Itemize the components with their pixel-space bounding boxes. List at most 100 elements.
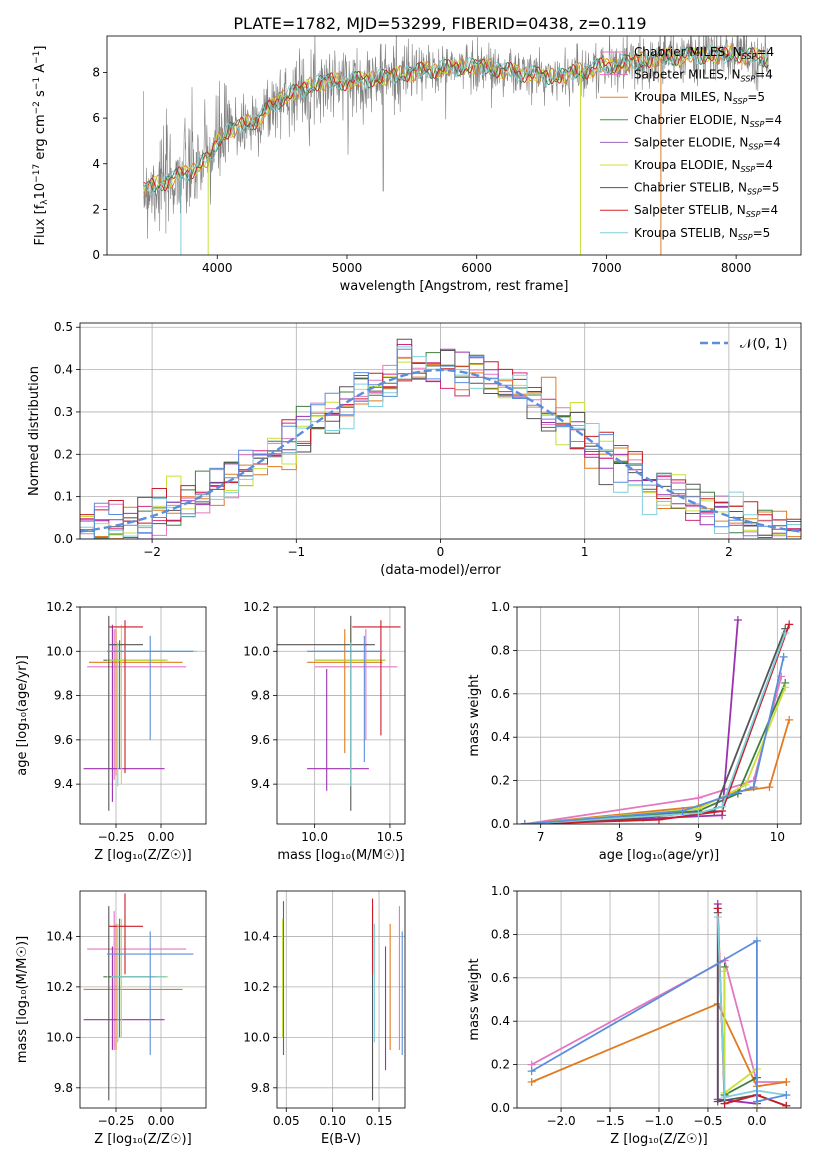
y-tick-label: 10.0: [243, 1030, 270, 1044]
mass-weight-line-salpeter_stelib: [524, 624, 791, 824]
y-tick-label: 0: [92, 248, 100, 262]
y-tick-label: 8: [92, 66, 100, 80]
x-tick-label: 0.00: [148, 830, 175, 844]
y-tick-label: 0.1: [54, 490, 73, 504]
legend-label: 𝒩(0, 1): [740, 337, 787, 352]
plot-area: [277, 615, 401, 811]
x-axis-label: Z [log₁₀(Z/Z☉)]: [94, 1132, 191, 1147]
y-axis-label: mass [log₁₀(M/M☉)]: [15, 936, 30, 1063]
model-spectrum-line-kroupa_elodie: [142, 45, 769, 194]
y-tick-label: 9.8: [54, 689, 73, 703]
x-tick-label: 0.10: [319, 1114, 346, 1128]
y-tick-label: 1.0: [491, 600, 510, 614]
x-tick-label: 2: [725, 545, 733, 559]
y-tick-label: 0.8: [491, 927, 510, 941]
y-tick-label: 10.4: [46, 929, 73, 943]
x-tick-label: −0.5: [693, 1114, 722, 1128]
y-tick-label: 10.2: [243, 980, 270, 994]
model-spectrum-line-salpeter_stelib: [143, 46, 769, 192]
data-point-marker: [741, 780, 750, 789]
data-point-marker: [527, 1067, 536, 1076]
y-tick-label: 0.6: [491, 971, 510, 985]
mass-weight-line-chabrier_elodie: [723, 967, 758, 1108]
data-point-marker: [752, 936, 761, 945]
y-tick-label: 10.0: [46, 644, 73, 658]
y-tick-label: 9.8: [251, 689, 270, 703]
legend-label: Salpeter ELODIE, NSSP=4: [634, 135, 781, 151]
x-tick-label: 0.05: [273, 1114, 300, 1128]
age-vs-mass-panel: 10.0 10.5 9.4 9.6 9.8 10.0 10.2 mass [log₁₀(M/M…: [243, 600, 406, 863]
axes-frame: [79, 890, 207, 1109]
y-tick-label: 0.0: [54, 532, 73, 546]
y-tick-label: 0.3: [54, 405, 73, 419]
axes-frame: [79, 606, 207, 825]
x-tick-label: 0: [437, 545, 445, 559]
y-axis-label: Normed distribution: [27, 366, 42, 496]
y-tick-label: 6: [92, 111, 100, 125]
y-tick-label: 4: [92, 157, 100, 171]
y-axis-label: mass weight: [467, 958, 482, 1040]
x-tick-label: 5000: [332, 261, 363, 275]
spectrum-legend: Chabrier MILES, NSSP=4 Salpeter MILES, NS…: [600, 45, 782, 242]
axes-frame: [276, 890, 406, 1109]
mass-weight-line-kroupa_miles: [531, 1002, 787, 1088]
y-tick-label: 0.2: [54, 447, 73, 461]
mass-weight-vs-metallicity-panel: −2.0 −1.5 −1.0 −0.5 0.0 0.0 0.2 0.4 0.6 0.8 1.0 Z […: [467, 884, 802, 1147]
axes-frame: [79, 322, 802, 540]
residuals-panel: −2 −1 0 1 2 0.0 0.1 0.2 0.3 0.4 0.5 (data-model)/er…: [27, 320, 802, 578]
axes-frame: [106, 35, 802, 256]
legend-label: Salpeter STELIB, NSSP=4: [634, 203, 778, 219]
y-tick-label: 0.0: [491, 817, 510, 831]
data-point-marker: [765, 783, 774, 792]
legend-label: Kroupa ELODIE, NSSP=4: [634, 158, 773, 174]
y-tick-label: 9.6: [251, 733, 270, 747]
mass-weight-line-kroupa_elodie: [723, 971, 758, 1108]
plot-area: [80, 338, 801, 539]
y-axis-label: age [log₁₀(age/yr)]: [15, 655, 30, 776]
legend-label: Chabrier STELIB, NSSP=5: [634, 181, 779, 197]
data-point-marker: [713, 904, 722, 913]
x-tick-label: 0.15: [366, 1114, 393, 1128]
y-tick-label: 9.6: [54, 733, 73, 747]
plot-area: [83, 615, 197, 811]
histogram-salpeter_miles: [80, 344, 801, 538]
data-point-marker: [779, 652, 788, 661]
mass-weight-line-kroupa_stelib: [716, 916, 787, 1099]
axes-frame: [516, 890, 802, 1109]
y-tick-label: 0.5: [54, 320, 73, 334]
data-point-marker: [718, 802, 727, 811]
y-tick-label: 0.4: [491, 1014, 510, 1028]
y-tick-label: 0.2: [491, 774, 510, 788]
model-spectrum-line-chabrier_elodie: [142, 46, 769, 193]
y-tick-label: 0.4: [491, 730, 510, 744]
x-axis-label: Z [log₁₀(Z/Z☉)]: [610, 1132, 707, 1147]
x-tick-label: −1: [287, 545, 305, 559]
x-axis-label: E(B-V): [321, 1132, 361, 1147]
data-point-marker: [720, 967, 729, 976]
data-point-marker: [781, 629, 790, 638]
mass-weight-line-chabrier_stelib: [524, 628, 787, 824]
mass-weight-line-kroupa_elodie: [524, 686, 787, 824]
data-point-marker: [785, 715, 794, 724]
y-tick-label: 10.2: [243, 600, 270, 614]
x-tick-label: 10.0: [301, 830, 328, 844]
data-point-marker: [781, 683, 790, 692]
x-tick-label: 0.0: [747, 1114, 766, 1128]
x-tick-label: −1.0: [644, 1114, 673, 1128]
plot-area: [527, 900, 791, 1108]
x-tick-label: −0.25: [98, 1114, 135, 1128]
mass-vs-ebv-panel: 0.05 0.10 0.15 9.8 10.0 10.2 10.4 E(B-V): [243, 890, 406, 1147]
y-tick-label: 10.2: [46, 980, 73, 994]
mass-weight-line-chabrier_miles: [531, 959, 787, 1083]
x-tick-label: 9: [695, 830, 703, 844]
spectrum-panel: 4000 5000 6000 7000 8000 0 2 4 6 8 wavelength [Ang…: [32, 35, 802, 294]
y-tick-label: 9.4: [54, 777, 73, 791]
data-point-marker: [785, 620, 794, 629]
x-axis-label: Z [log₁₀(Z/Z☉)]: [94, 848, 191, 863]
axes-frame: [276, 606, 406, 825]
model-spectrum-line-kroupa_stelib: [142, 45, 769, 195]
data-point-marker: [752, 1097, 761, 1106]
data-point-marker: [713, 1097, 722, 1106]
data-point-marker: [678, 806, 687, 815]
legend-label: Salpeter MILES, NSSP=4: [634, 68, 773, 84]
